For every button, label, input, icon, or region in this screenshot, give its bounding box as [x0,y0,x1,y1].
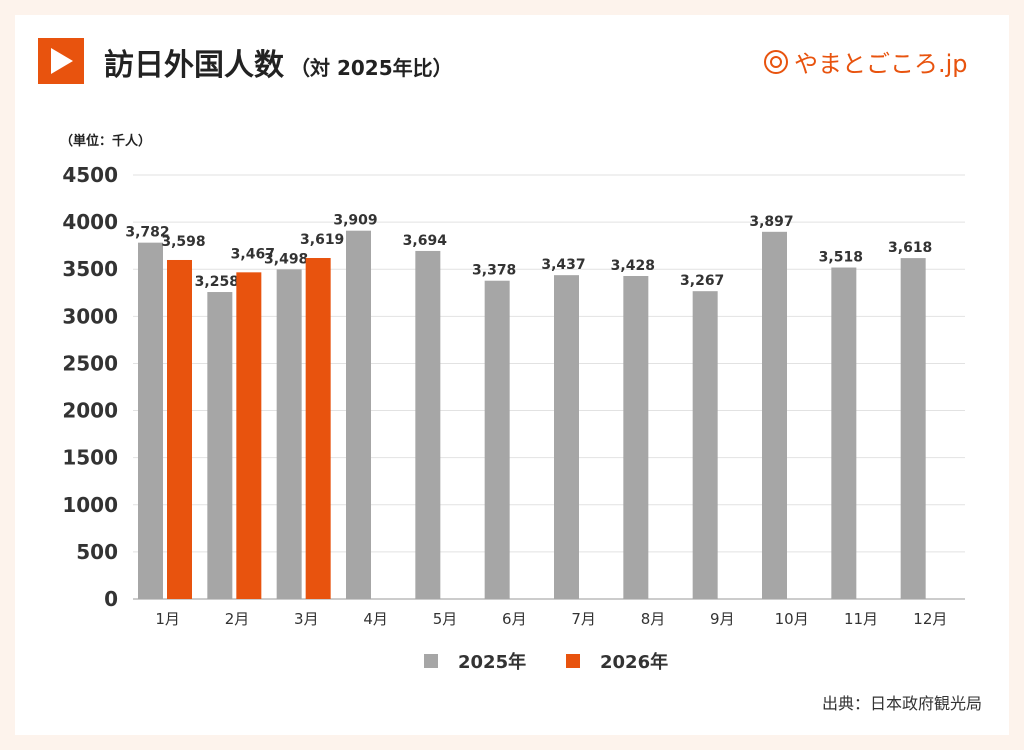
data-label: 3,428 [611,258,655,274]
data-label: 3,258 [195,274,239,290]
legend-swatch [566,654,580,668]
x-tick-label: 7月 [571,610,596,628]
x-tick-label: 4月 [363,610,388,628]
x-tick-label: 10月 [775,610,809,628]
bar-2025年 [554,275,579,599]
data-label: 3,498 [264,251,308,267]
x-tick-label: 6月 [502,610,527,628]
x-tick-label: 2月 [225,610,250,628]
y-tick-label: 1500 [62,446,118,470]
data-label: 3,782 [125,225,169,241]
x-tick-label: 3月 [294,610,319,628]
logo-icon [764,49,788,74]
data-label: 3,518 [819,250,863,266]
bar-2025年 [484,280,510,599]
bar-2025年 [346,230,371,599]
x-tick-label: 8月 [641,610,666,628]
x-tick-label: 11月 [844,610,878,628]
bar-2025年 [762,231,787,600]
y-tick-label: 0 [104,587,118,611]
unit-label: （単位：千人） [60,134,152,149]
data-label: 3,378 [472,263,516,279]
bar-2025年 [415,250,441,599]
data-label: 3,437 [541,257,585,273]
play-icon [38,38,84,84]
bar-2026年 [305,258,331,599]
subtitle: （対 2025年比） [290,56,453,80]
bar-2026年 [167,259,192,599]
legend-label: 2025年 [458,651,526,673]
data-label: 3,618 [888,240,932,256]
legend-swatch [424,654,438,668]
source-label: 出典：日本政府観光局 [821,694,982,713]
bar-2026年 [236,272,262,599]
y-tick-label: 3000 [62,304,118,328]
legend-label: 2026年 [600,651,668,673]
bar-2025年 [900,258,926,599]
bar-2025年 [831,267,857,599]
bar-2025年 [692,291,718,599]
data-label: 3,909 [333,213,377,229]
data-label: 3,619 [300,232,344,248]
page-title: 訪日外国人数 （対 2025年比） [104,40,453,84]
x-tick-label: 12月 [913,610,947,628]
data-label: 3,897 [749,214,793,230]
x-tick-label: 9月 [710,610,735,628]
data-label: 3,267 [680,273,724,289]
bar-2025年 [623,276,649,599]
x-tick-label: 5月 [433,610,458,628]
bar-2025年 [276,269,302,599]
bar-2025年 [138,242,163,599]
y-tick-label: 4500 [62,163,118,187]
data-label: 3,598 [161,234,205,250]
y-tick-label: 2000 [62,399,118,423]
x-tick-label: 1月 [155,610,180,628]
y-tick-label: 2500 [62,351,118,375]
logo: やまとごころ.jp [764,44,968,79]
y-tick-label: 3500 [62,257,118,281]
data-label: 3,467 [231,246,275,262]
bar-2025年 [207,292,233,599]
y-tick-label: 1000 [62,493,118,517]
logo-text: やまとごころ.jp [794,50,968,78]
data-label: 3,694 [403,233,448,249]
y-tick-label: 500 [76,540,118,564]
title-text: 訪日外国人数 [104,48,284,83]
y-tick-label: 4000 [62,210,118,234]
